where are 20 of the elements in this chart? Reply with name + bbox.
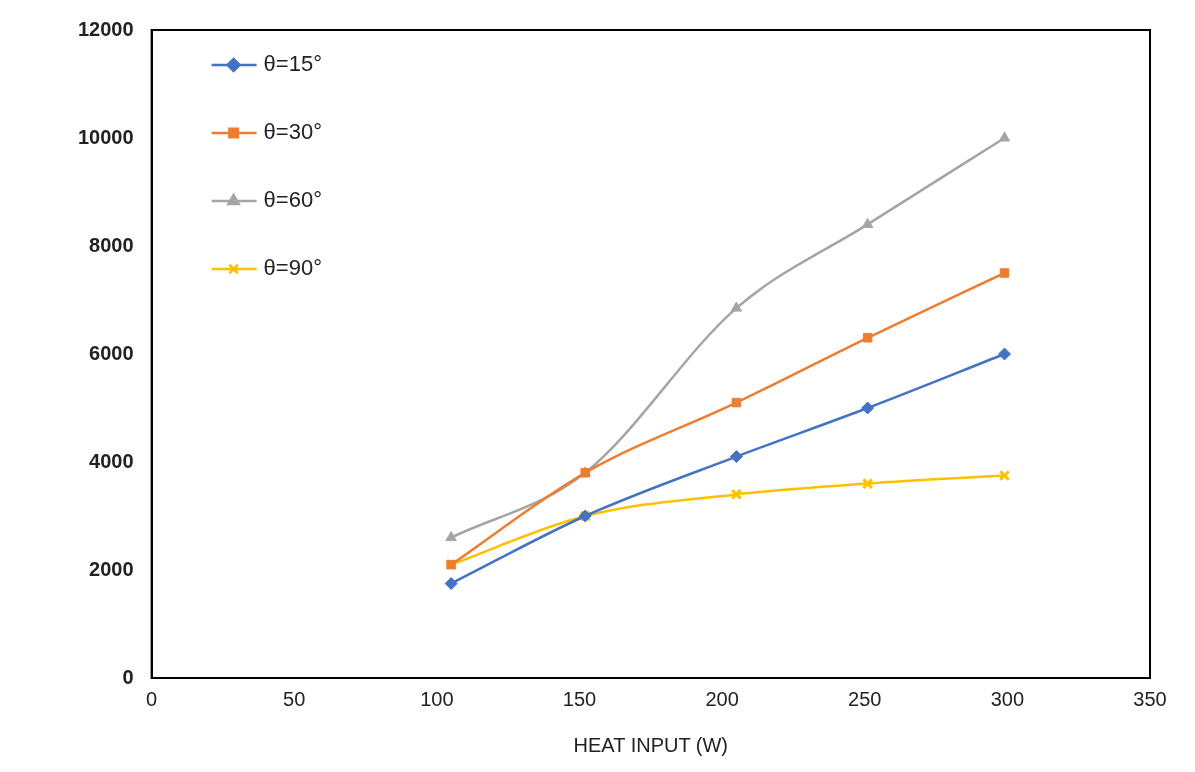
legend-label: θ=60°: [263, 187, 322, 213]
y-tick-label: 4000: [89, 449, 134, 472]
x-tick-label: 250: [848, 687, 882, 710]
x-tick-label: 350: [1133, 687, 1167, 710]
legend-label: θ=90°: [263, 255, 322, 281]
y-tick-label: 10000: [77, 125, 134, 148]
x-tick-label: 150: [562, 687, 597, 710]
y-tick-label: 2000: [89, 557, 134, 580]
legend-label: θ=15°: [263, 51, 322, 77]
y-tick-label: 6000: [89, 341, 134, 364]
x-axis-title: HEAT INPUT (W): [573, 733, 729, 756]
x-tick-label: 100: [420, 687, 454, 710]
y-tick-label: 12000: [77, 17, 134, 40]
x-tick-label: 0: [146, 687, 158, 710]
legend-label: θ=30°: [263, 119, 322, 145]
x-tick-label: 50: [283, 687, 306, 710]
x-tick-label: 300: [990, 687, 1025, 710]
y-tick-label: 8000: [89, 233, 134, 256]
x-tick-label: 200: [705, 687, 739, 710]
y-tick-label: 0: [122, 665, 134, 688]
